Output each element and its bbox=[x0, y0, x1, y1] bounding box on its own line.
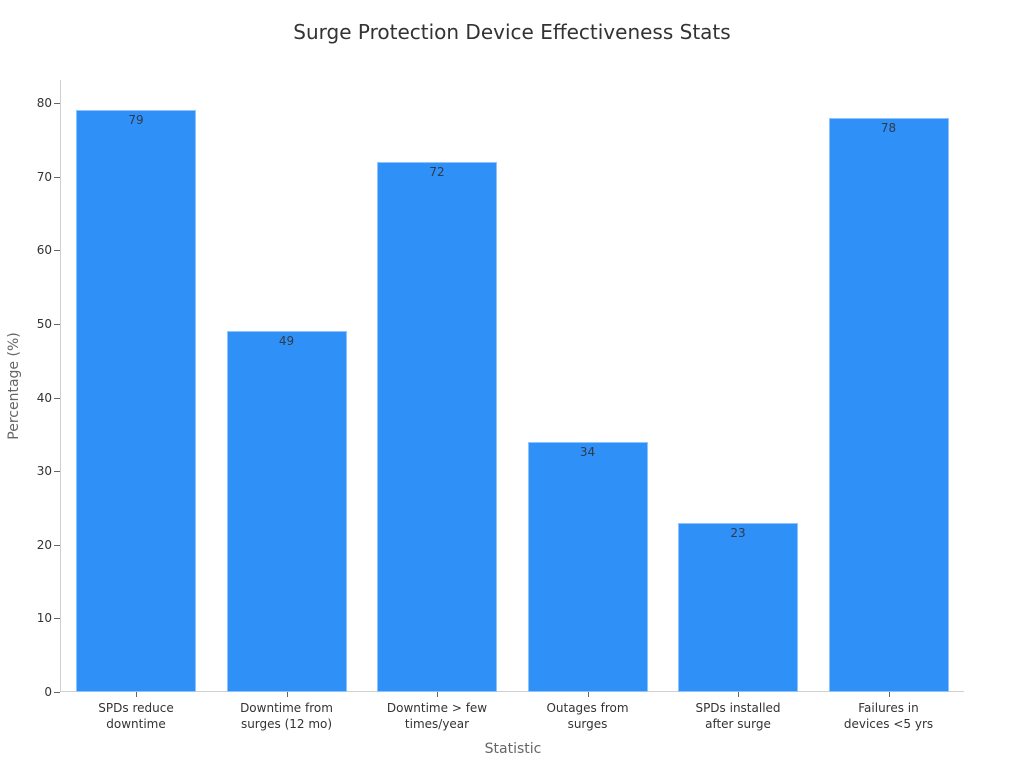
y-tick bbox=[54, 545, 60, 546]
bar-value-label: 72 bbox=[429, 164, 445, 179]
y-axis-line bbox=[60, 80, 61, 692]
x-tick-label: Downtime > few times/year bbox=[386, 701, 488, 731]
x-tick-label: SPDs reduce downtime bbox=[98, 701, 174, 731]
y-tick bbox=[54, 471, 60, 472]
y-tick bbox=[54, 177, 60, 178]
y-tick bbox=[54, 618, 60, 619]
y-tick bbox=[54, 103, 60, 104]
x-tick bbox=[889, 692, 890, 697]
y-tick-label: 10 bbox=[36, 611, 52, 626]
x-tick bbox=[136, 692, 137, 697]
y-tick-label: 20 bbox=[36, 537, 52, 552]
x-tick bbox=[287, 692, 288, 697]
y-tick-label: 70 bbox=[36, 169, 52, 184]
bar[interactable] bbox=[828, 117, 949, 692]
x-tick-label: Failures in devices <5 yrs bbox=[843, 701, 934, 731]
x-tick bbox=[437, 692, 438, 697]
y-tick-label: 80 bbox=[36, 96, 52, 110]
x-tick-label: SPDs installed after surge bbox=[695, 701, 781, 731]
y-tick-label: 50 bbox=[36, 316, 52, 331]
bar-value-label: 49 bbox=[278, 334, 295, 349]
bar-value-label: 78 bbox=[880, 120, 897, 135]
bar[interactable] bbox=[226, 331, 347, 692]
bar-value-label: 79 bbox=[128, 113, 144, 128]
y-tick-label: 60 bbox=[36, 243, 52, 258]
x-tick-label: Downtime from surges (12 mo) bbox=[240, 701, 333, 731]
bar[interactable] bbox=[76, 110, 196, 692]
y-tick-label: 40 bbox=[36, 390, 52, 405]
x-tick bbox=[588, 692, 589, 697]
y-tick bbox=[54, 250, 60, 251]
chart-title: Surge Protection Device Effectiveness St… bbox=[293, 20, 731, 44]
bar[interactable] bbox=[377, 161, 497, 692]
bar[interactable] bbox=[527, 441, 648, 692]
y-tick bbox=[54, 324, 60, 325]
bar-value-label: 23 bbox=[730, 525, 746, 540]
x-axis-title: Statistic bbox=[484, 741, 542, 757]
x-tick-label: Outages from surges bbox=[546, 701, 629, 731]
y-tick bbox=[54, 692, 60, 693]
x-tick bbox=[738, 692, 739, 697]
y-tick-label: 30 bbox=[36, 464, 52, 479]
bar[interactable] bbox=[678, 522, 798, 692]
x-axis-line bbox=[60, 691, 964, 692]
bar-value-label: 34 bbox=[579, 444, 596, 459]
y-tick-label: 0 bbox=[44, 685, 52, 699]
y-tick bbox=[54, 398, 60, 399]
y-axis-title: Percentage (%) bbox=[6, 332, 22, 440]
